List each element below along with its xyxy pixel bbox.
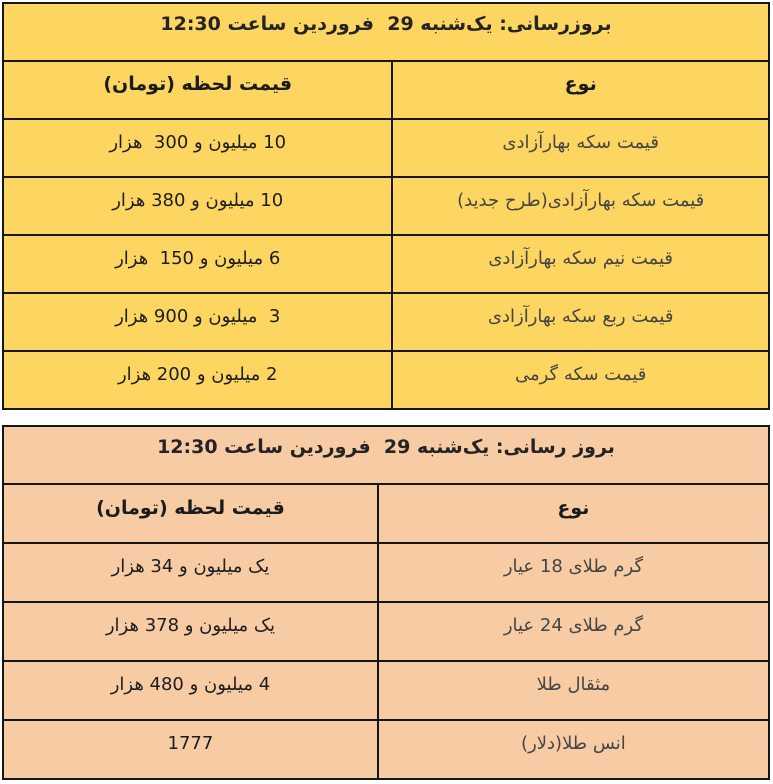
coin-table-header-row: نوع قیمت لحظه (تومان) — [4, 60, 768, 118]
coin-table-body: قیمت سکه بهارآزادی 10 میلیون و 300 هزار قی… — [4, 118, 768, 408]
item-type-cell: قیمت ربع سکه بهارآزادی — [391, 294, 768, 350]
item-type-cell: گرم طلای 18 عیار — [376, 544, 768, 601]
price-value-cell: 10 میلیون و 380 هزار — [112, 189, 284, 211]
price-value-cell: 2 میلیون و 200 هزار — [117, 363, 278, 385]
table-row: قیمت ربع سکه بهارآزادی 3 میلیون و 900 هزا… — [4, 292, 768, 350]
item-type-cell: قیمت نیم سکه بهارآزادی — [391, 236, 768, 292]
price-value-cell: 1777 — [167, 733, 214, 754]
table-gap — [2, 410, 770, 425]
price-value-cell: 3 میلیون و 900 هزار — [115, 305, 281, 327]
price-value-cell: یک میلیون و 378 هزار — [105, 615, 276, 636]
coin-column-header-type: نوع — [391, 62, 768, 118]
table-row: قیمت سکه بهارآزادی(طرح جدید) 10 میلیون و … — [4, 176, 768, 234]
table-row: قیمت سکه گرمی 2 میلیون و 200 هزار — [4, 350, 768, 408]
item-type-cell: قیمت سکه بهارآزادی(طرح جدید) — [391, 178, 768, 234]
table-row: قیمت نیم سکه بهارآزادی 6 میلیون و 150 هزا… — [4, 234, 768, 292]
table-row: گرم طلای 24 عیار یک میلیون و 378 هزار — [4, 601, 768, 660]
gold-table-header-row: نوع قیمت لحظه (تومان) — [4, 483, 768, 542]
table-row: مثقال طلا 4 میلیون و 480 هزار — [4, 660, 768, 719]
item-type-cell: انس طلا(دلار) — [376, 721, 768, 778]
gold-column-header-type: نوع — [376, 485, 768, 542]
item-type-cell: قیمت سکه بهارآزادی — [391, 120, 768, 176]
coin-table-update-title: بروزرسانی: یک‌شنبه 29 فروردین ساعت 12:30 — [160, 13, 612, 35]
gold-table-body: گرم طلای 18 عیار یک میلیون و 34 هزار گرم ط… — [4, 542, 768, 778]
price-value-cell: 4 میلیون و 480 هزار — [110, 674, 271, 695]
coin-price-table: بروزرسانی: یک‌شنبه 29 فروردین ساعت 12:30… — [2, 2, 770, 410]
gold-price-table: بروز رسانی: یک‌شنبه 29 فروردین ساعت 12:3… — [2, 425, 770, 780]
price-value-cell: 10 میلیون و 300 هزار — [109, 131, 287, 153]
price-value-cell: 6 میلیون و 150 هزار — [115, 247, 281, 269]
item-type-cell: قیمت سکه گرمی — [391, 352, 768, 408]
coin-column-header-price: قیمت لحظه (تومان) — [103, 73, 293, 95]
gold-table-update-title: بروز رسانی: یک‌شنبه 29 فروردین ساعت 12:3… — [157, 436, 615, 458]
table-row: قیمت سکه بهارآزادی 10 میلیون و 300 هزار — [4, 118, 768, 176]
item-type-cell: گرم طلای 24 عیار — [376, 603, 768, 660]
item-type-cell: مثقال طلا — [376, 662, 768, 719]
gold-column-header-price: قیمت لحظه (تومان) — [96, 496, 285, 519]
price-value-cell: یک میلیون و 34 هزار — [111, 556, 270, 577]
table-row: گرم طلای 18 عیار یک میلیون و 34 هزار — [4, 542, 768, 601]
table-row: انس طلا(دلار) 1777 — [4, 719, 768, 778]
